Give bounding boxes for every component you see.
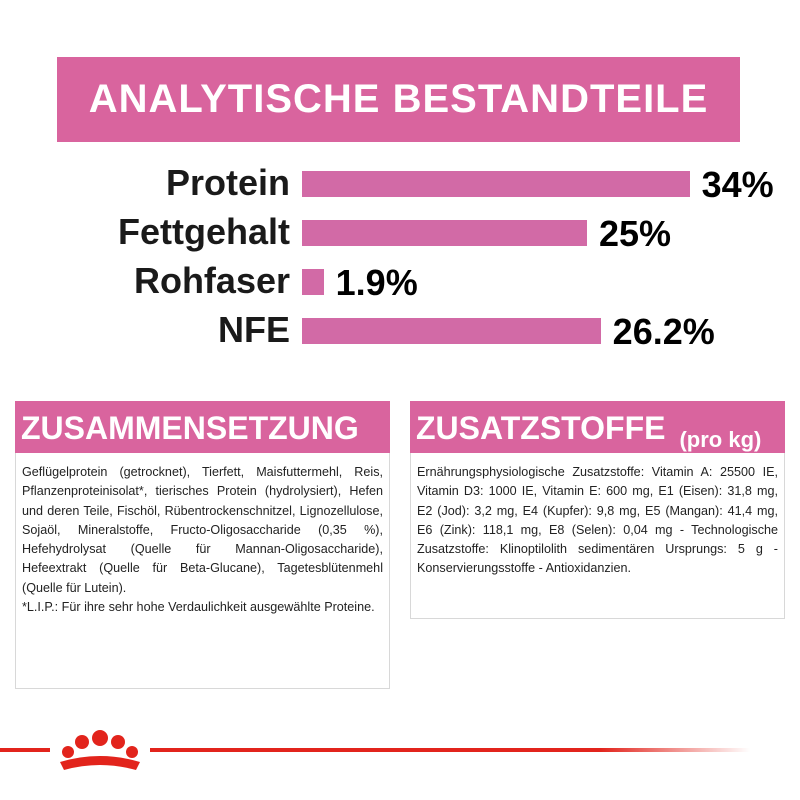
- category-label: NFE: [218, 309, 290, 350]
- section-header: ZUSAMMENSETZUNG: [15, 401, 390, 453]
- text-box: Geflügelprotein (getrocknet), Tierfett, …: [15, 453, 390, 689]
- bar: [302, 318, 601, 344]
- value-label: 26.2%: [612, 311, 715, 352]
- footer: [0, 730, 750, 770]
- title-banner: [57, 57, 740, 142]
- value-label: 1.9%: [335, 262, 418, 303]
- value-label: 34%: [701, 164, 774, 205]
- paragraph: Geflügelprotein (getrocknet), Tierfett, …: [22, 465, 383, 595]
- paragraph: Ernährungsphysiologische Zusatzstoffe: V…: [417, 465, 778, 576]
- footer-line: [150, 748, 750, 752]
- bar: [302, 269, 324, 295]
- category-label: Fettgehalt: [117, 211, 290, 252]
- title: ANALYTISCHE BESTANDTEILE: [88, 77, 709, 121]
- logo-crown: [60, 730, 140, 770]
- category-label: Protein: [165, 162, 290, 203]
- value-label: 25%: [599, 213, 672, 254]
- heading: ZUSAMMENSETZUNG: [21, 410, 359, 446]
- footer-line: [0, 748, 50, 752]
- heading: ZUSATZSTOFFE: [416, 410, 666, 446]
- bar: [302, 171, 690, 197]
- section-header: ZUSATZSTOFFE (pro kg): [410, 401, 785, 453]
- note: *L.I.P.: Für ihre sehr hohe Verdaulichke…: [22, 600, 375, 615]
- text-box: Ernährungsphysiologische Zusatzstoffe: V…: [410, 453, 785, 619]
- subheading: (pro kg): [679, 427, 762, 452]
- category-label: Rohfaser: [133, 260, 290, 301]
- bar: [302, 220, 587, 246]
